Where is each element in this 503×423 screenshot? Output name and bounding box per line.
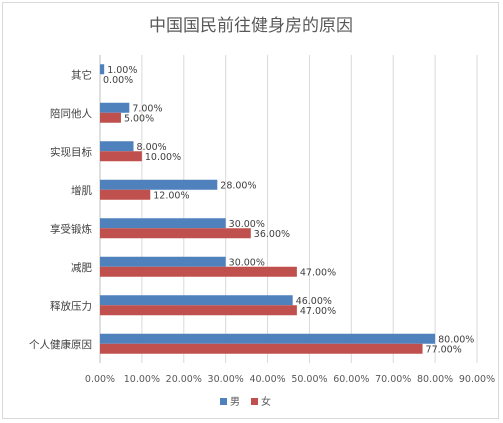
legend: 男女 bbox=[220, 395, 271, 408]
bar-男 bbox=[100, 102, 130, 113]
bar-chart: 中国国民前往健身房的原因 1.00%0.00%7.00%5.00%8.00%10… bbox=[29, 16, 495, 408]
bar-女 bbox=[100, 266, 297, 277]
x-tick-label: 70.00% bbox=[375, 374, 411, 385]
data-label: 0.00% bbox=[103, 75, 133, 86]
bar-女 bbox=[100, 112, 121, 123]
category-label: 其它 bbox=[71, 68, 92, 81]
data-label: 30.00% bbox=[229, 219, 265, 230]
legend-swatch-男 bbox=[220, 398, 227, 405]
category-label: 减肥 bbox=[71, 262, 92, 274]
bar-女 bbox=[100, 189, 151, 200]
category-label: 增肌 bbox=[71, 184, 92, 197]
category-label: 享受锻炼 bbox=[50, 222, 92, 235]
x-tick-label: 20.00% bbox=[166, 374, 202, 385]
bar-女 bbox=[100, 305, 297, 316]
legend-label-女: 女 bbox=[261, 395, 271, 408]
data-label: 47.00% bbox=[300, 306, 336, 317]
category-label: 个人健康原因 bbox=[29, 338, 92, 351]
data-label: 30.00% bbox=[229, 257, 265, 268]
data-label: 28.00% bbox=[220, 180, 256, 191]
data-label: 8.00% bbox=[137, 142, 167, 153]
category-label: 实现目标 bbox=[50, 145, 92, 158]
data-label: 77.00% bbox=[426, 344, 462, 355]
bar-男 bbox=[100, 141, 134, 152]
chart-container: 中国国民前往健身房的原因 1.00% 0.00% 7.00% 5.00% 8.00% 10… bbox=[2, 2, 499, 419]
bar-男 bbox=[100, 64, 105, 75]
x-tick-label: 50.00% bbox=[291, 374, 327, 385]
data-label: 7.00% bbox=[132, 103, 162, 114]
bar-女 bbox=[100, 151, 142, 162]
bars bbox=[100, 64, 436, 354]
x-tick-label: 90.00% bbox=[459, 374, 495, 385]
x-tick-label: 10.00% bbox=[124, 374, 160, 385]
legend-label-男: 男 bbox=[230, 396, 240, 408]
bar-男 bbox=[100, 333, 436, 344]
gridlines bbox=[141, 55, 478, 363]
data-label: 1.00% bbox=[107, 65, 137, 76]
data-label: 12.00% bbox=[153, 190, 189, 201]
data-labels: 1.00%0.00% 7.00%5.00% 8.00%10.00% 28.00% 12.… bbox=[103, 65, 474, 356]
bar-女 bbox=[100, 228, 251, 239]
bar-男 bbox=[100, 256, 226, 267]
data-label: 80.00% bbox=[438, 334, 474, 345]
bar-女 bbox=[100, 343, 423, 354]
data-label: 47.00% bbox=[300, 267, 336, 278]
x-tick-label: 30.00% bbox=[208, 374, 244, 385]
chart-title: 中国国民前往健身房的原因 bbox=[149, 16, 353, 36]
category-label: 释放压力 bbox=[50, 299, 92, 312]
data-label: 5.00% bbox=[124, 113, 154, 124]
legend-swatch-女 bbox=[251, 398, 258, 405]
bar-男 bbox=[100, 295, 293, 306]
x-tick-label: 40.00% bbox=[249, 374, 285, 385]
category-label: 陪同他人 bbox=[50, 107, 92, 120]
x-tick-label: 0.00% bbox=[85, 374, 115, 385]
data-label: 46.00% bbox=[296, 296, 332, 307]
bar-男 bbox=[100, 179, 218, 190]
bar-男 bbox=[100, 218, 226, 229]
data-label: 36.00% bbox=[254, 229, 290, 240]
x-tick-label: 80.00% bbox=[417, 374, 453, 385]
x-tick-labels: 0.00% 10.00% 20.00% 30.00% 40.00% 50.00% 60.00… bbox=[85, 374, 495, 385]
data-label: 10.00% bbox=[145, 152, 181, 163]
x-tick-label: 60.00% bbox=[333, 374, 369, 385]
